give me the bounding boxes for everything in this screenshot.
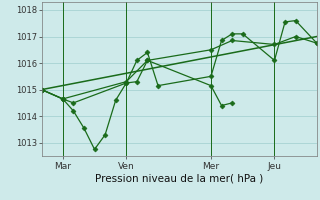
X-axis label: Pression niveau de la mer( hPa ): Pression niveau de la mer( hPa ) [95,173,263,183]
